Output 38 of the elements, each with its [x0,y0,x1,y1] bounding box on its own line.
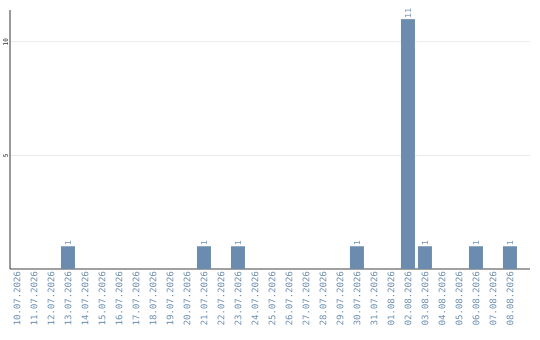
x-tick-label: 28.07.2026 [320,272,326,325]
x-tick-label: 12.07.2026 [48,272,54,324]
x-tick-label: 08.08.2026 [506,272,514,325]
x-tick-label: 23.07.2026 [234,272,242,325]
x-tick-label: 19.07.2026 [166,272,174,324]
x-tick-label: 30.07.2026 [354,272,360,325]
x-tick-label: 25.07.2026 [268,272,276,325]
x-tick-label: 11.07.2026 [30,272,38,324]
data-label: 1 [507,240,513,244]
data-label: 1 [354,240,360,244]
x-tick-label: 05.08.2026 [456,272,462,325]
x-tick-label: 20.07.2026 [184,272,190,325]
data-label: 1 [422,240,428,244]
x-tick-label: 21.07.2026 [200,272,208,325]
data-label: 1 [235,240,241,244]
x-tick-label: 03.08.2026 [422,272,428,325]
x-tick-label: 06.08.2026 [472,272,480,325]
x-tick-label: 10.07.2026 [14,272,20,324]
data-label: 1 [65,240,71,244]
x-tick-label: 29.07.2026 [336,272,344,325]
x-tick-label: 07.08.2026 [490,272,496,325]
data-label: 1 [473,240,479,244]
x-tick-label: 24.07.2026 [252,272,258,325]
x-tick-label: 31.07.2026 [370,272,378,325]
x-tick-label: 26.07.2026 [286,272,292,325]
x-tick-label: 02.08.2026 [404,272,412,325]
x-tick-label: 27.07.2026 [302,272,310,325]
x-tick-label: 15.07.2026 [98,272,106,324]
data-label: 1 [201,240,207,244]
x-tick-label: 22.07.2026 [218,272,224,325]
x-tick-label: 14.07.2026 [82,272,88,324]
x-tick-label: 17.07.2026 [132,272,140,324]
x-tick-label: 16.07.2026 [116,272,122,324]
x-tick-label: 18.07.2026 [150,272,156,324]
data-label: 11 [405,8,411,18]
x-tick-label: 13.07.2026 [64,272,72,324]
x-tick-label: 04.08.2026 [438,272,446,325]
x-tick-label: 01.08.2026 [388,272,394,325]
